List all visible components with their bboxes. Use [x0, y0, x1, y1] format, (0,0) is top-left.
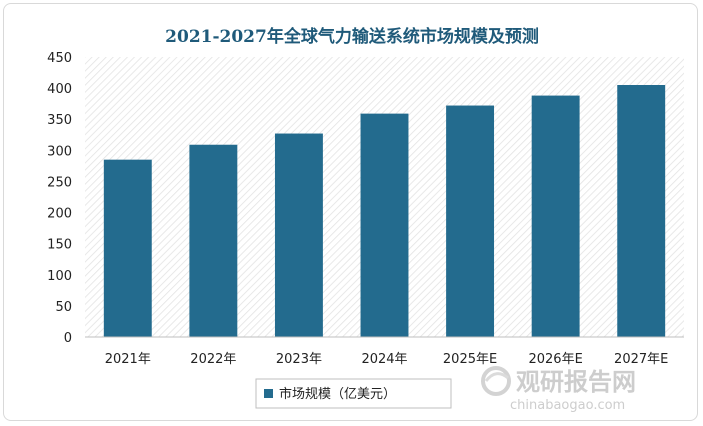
- y-tick-label: 0: [64, 331, 72, 346]
- y-tick-label: 300: [47, 144, 72, 159]
- bar-series: [103, 85, 666, 338]
- y-tick-label: 350: [47, 113, 72, 128]
- x-tick-label: 2026年E: [528, 352, 582, 367]
- bar: [531, 95, 580, 337]
- chart-title: 2021-2027年全球气力输送系统市场规模及预测: [165, 26, 539, 47]
- x-tick-label: 2022年: [190, 352, 236, 367]
- watermark-logo-icon: [481, 366, 511, 396]
- watermark-url: chinabaogao.com: [510, 398, 625, 413]
- y-tick-label: 200: [47, 207, 72, 222]
- watermark: 观研报告网 chinabaogao.com: [481, 366, 636, 413]
- legend-label: 市场规模（亿美元）: [279, 386, 396, 402]
- legend-box: [255, 378, 452, 409]
- legend-swatch: [264, 389, 273, 398]
- bar: [617, 85, 666, 337]
- y-tick-label: 450: [47, 51, 72, 66]
- x-tick-label: 2021年: [105, 352, 151, 367]
- bar: [274, 133, 323, 337]
- x-tick-label: 2023年: [276, 352, 322, 367]
- bar: [360, 113, 409, 337]
- y-tick-label: 250: [47, 175, 72, 190]
- bar: [446, 105, 495, 338]
- x-tick-label: 2027年E: [614, 352, 668, 367]
- bar: [103, 159, 152, 337]
- legend: 市场规模（亿美元）: [255, 378, 452, 409]
- bar: [189, 144, 238, 337]
- y-tick-label: 150: [47, 238, 72, 253]
- x-axis-ticks: 2021年 2022年 2023年 2024年 2025年E 2026年E 2027年E: [105, 352, 669, 367]
- x-tick-label: 2025年E: [443, 352, 497, 367]
- y-tick-label: 400: [47, 82, 72, 97]
- x-tick-label: 2024年: [361, 352, 407, 367]
- y-axis-ticks: 0 50 100 150 200 250 300 350 400 450: [47, 51, 72, 346]
- y-tick-label: 50: [55, 300, 72, 315]
- y-tick-label: 100: [47, 269, 72, 284]
- watermark-brand: 观研报告网: [516, 368, 636, 396]
